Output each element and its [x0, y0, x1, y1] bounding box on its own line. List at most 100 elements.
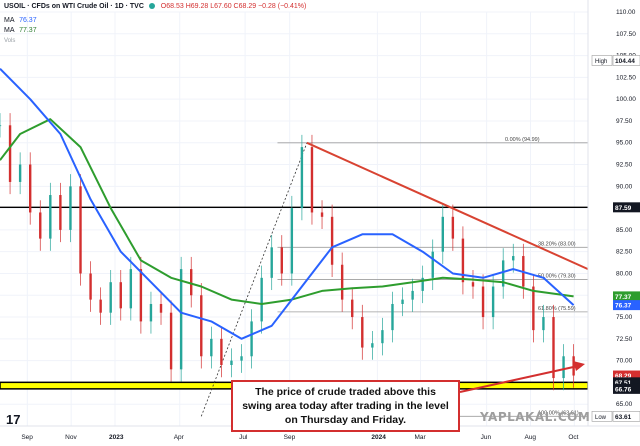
trendline[interactable] [306, 141, 589, 271]
time-scale[interactable] [0, 426, 640, 446]
candle-body[interactable] [179, 269, 183, 370]
candle-body[interactable] [481, 286, 485, 318]
volume-legend[interactable]: Vols [4, 38, 16, 44]
candle-body[interactable] [210, 338, 213, 357]
candle-body[interactable] [240, 356, 243, 361]
candle-body[interactable] [391, 303, 394, 331]
candle-body[interactable] [532, 286, 535, 331]
fib-anchor-line[interactable] [200, 142, 308, 417]
candle-body[interactable] [149, 303, 153, 322]
candle-body[interactable] [320, 212, 324, 217]
price-tag[interactable] [613, 300, 640, 311]
candle-body[interactable] [119, 282, 122, 309]
candle-body[interactable] [562, 356, 565, 379]
y-tick-label: 75.00 [616, 314, 633, 321]
x-tick-label: Sep [21, 434, 33, 441]
candle-body[interactable] [300, 147, 304, 209]
x-tick-label: Nov [65, 434, 77, 441]
price-tag[interactable] [613, 202, 640, 213]
candle-body[interactable] [139, 269, 143, 322]
candle-body[interactable] [512, 256, 515, 261]
y-tick-label: 90.00 [616, 183, 633, 190]
candle-body[interactable] [431, 251, 434, 278]
candle-body[interactable] [401, 299, 404, 304]
candle-body[interactable] [0, 125, 2, 127]
y-tick-label: 65.00 [616, 401, 633, 408]
candle-body[interactable] [542, 317, 545, 331]
ma-slow-line[interactable] [0, 118, 574, 305]
candle-body[interactable] [159, 303, 163, 313]
candle-body[interactable] [371, 343, 374, 348]
price-tag-caption-box [591, 55, 613, 66]
candle-body[interactable] [49, 195, 52, 239]
candle-body[interactable] [351, 299, 354, 318]
price-tag-value: 87.59 [615, 205, 632, 212]
candle-body[interactable] [129, 269, 133, 309]
price-tag[interactable] [613, 370, 640, 381]
symbol-title[interactable]: USOIL · CFDs on WTI Crude Oil · 1D · TVC [4, 3, 144, 10]
candle-body[interactable] [260, 277, 263, 322]
price-tag-caption: High [595, 59, 607, 65]
candle-body[interactable] [79, 186, 82, 274]
price-tag-value: 68.29 [615, 373, 632, 380]
candle-body[interactable] [411, 290, 414, 300]
y-tick-label: 72.50 [616, 336, 633, 343]
candle-body[interactable] [471, 282, 475, 287]
price-tag[interactable] [612, 411, 640, 422]
ma-slow-legend[interactable]: MA 77.37 [4, 27, 37, 34]
candle-body[interactable] [340, 264, 344, 300]
candle-body[interactable] [18, 164, 22, 182]
y-tick-label: 102.50 [616, 74, 636, 81]
candle-body[interactable] [169, 312, 173, 370]
tradingview-logo[interactable]: 17 [6, 412, 21, 427]
price-tag[interactable] [613, 377, 640, 388]
candle-body[interactable] [109, 282, 112, 313]
candle-body[interactable] [552, 317, 555, 379]
candle-body[interactable] [39, 212, 42, 239]
ma-fast-label: MA [4, 17, 15, 24]
candle-body[interactable] [381, 330, 384, 344]
price-tag[interactable] [612, 55, 640, 66]
candle-body[interactable] [461, 238, 465, 283]
ma-slow-value: 77.37 [19, 27, 37, 34]
y-tick-label: 92.50 [616, 162, 633, 169]
x-tick-label: Aug [524, 434, 536, 441]
watermark: YAPLAKAL.COM [480, 410, 591, 424]
candle-body[interactable] [310, 147, 314, 213]
y-tick-label: 110.00 [616, 9, 636, 16]
candle-body[interactable] [501, 260, 505, 287]
candle-body[interactable] [250, 321, 253, 357]
candle-body[interactable] [572, 356, 575, 376]
y-tick-label: 95.00 [616, 140, 633, 147]
candle-body[interactable] [421, 277, 424, 291]
price-tag[interactable] [613, 291, 640, 302]
price-tag-value: 77.37 [615, 294, 632, 301]
candle-body[interactable] [200, 295, 203, 357]
ma-fast-legend[interactable]: MA 76.37 [4, 17, 37, 24]
candle-body[interactable] [220, 338, 223, 365]
price-tag[interactable] [613, 383, 640, 394]
x-tick-label: 2023 [109, 434, 124, 441]
price-tag-caption-box [591, 411, 613, 422]
candle-body[interactable] [89, 273, 92, 300]
plot-area [0, 12, 588, 426]
candle-body[interactable] [451, 216, 455, 239]
ma-fast-line[interactable] [0, 67, 575, 340]
candle-body[interactable] [290, 208, 294, 274]
candle-body[interactable] [59, 195, 62, 230]
candle-body[interactable] [28, 164, 32, 213]
price-tag-value: 66.76 [615, 386, 632, 393]
candle-body[interactable] [99, 299, 102, 313]
candle-body[interactable] [190, 269, 193, 296]
candle-body[interactable] [280, 247, 283, 274]
ma-slow-label: MA [4, 27, 15, 34]
candle-body[interactable] [361, 317, 364, 348]
candle-body[interactable] [230, 360, 233, 365]
candle-body[interactable] [491, 286, 495, 318]
candle-body[interactable] [69, 186, 72, 230]
candle-body[interactable] [8, 125, 12, 182]
candle-body[interactable] [441, 216, 444, 252]
candle-body[interactable] [270, 247, 273, 278]
candle-body[interactable] [330, 216, 334, 265]
